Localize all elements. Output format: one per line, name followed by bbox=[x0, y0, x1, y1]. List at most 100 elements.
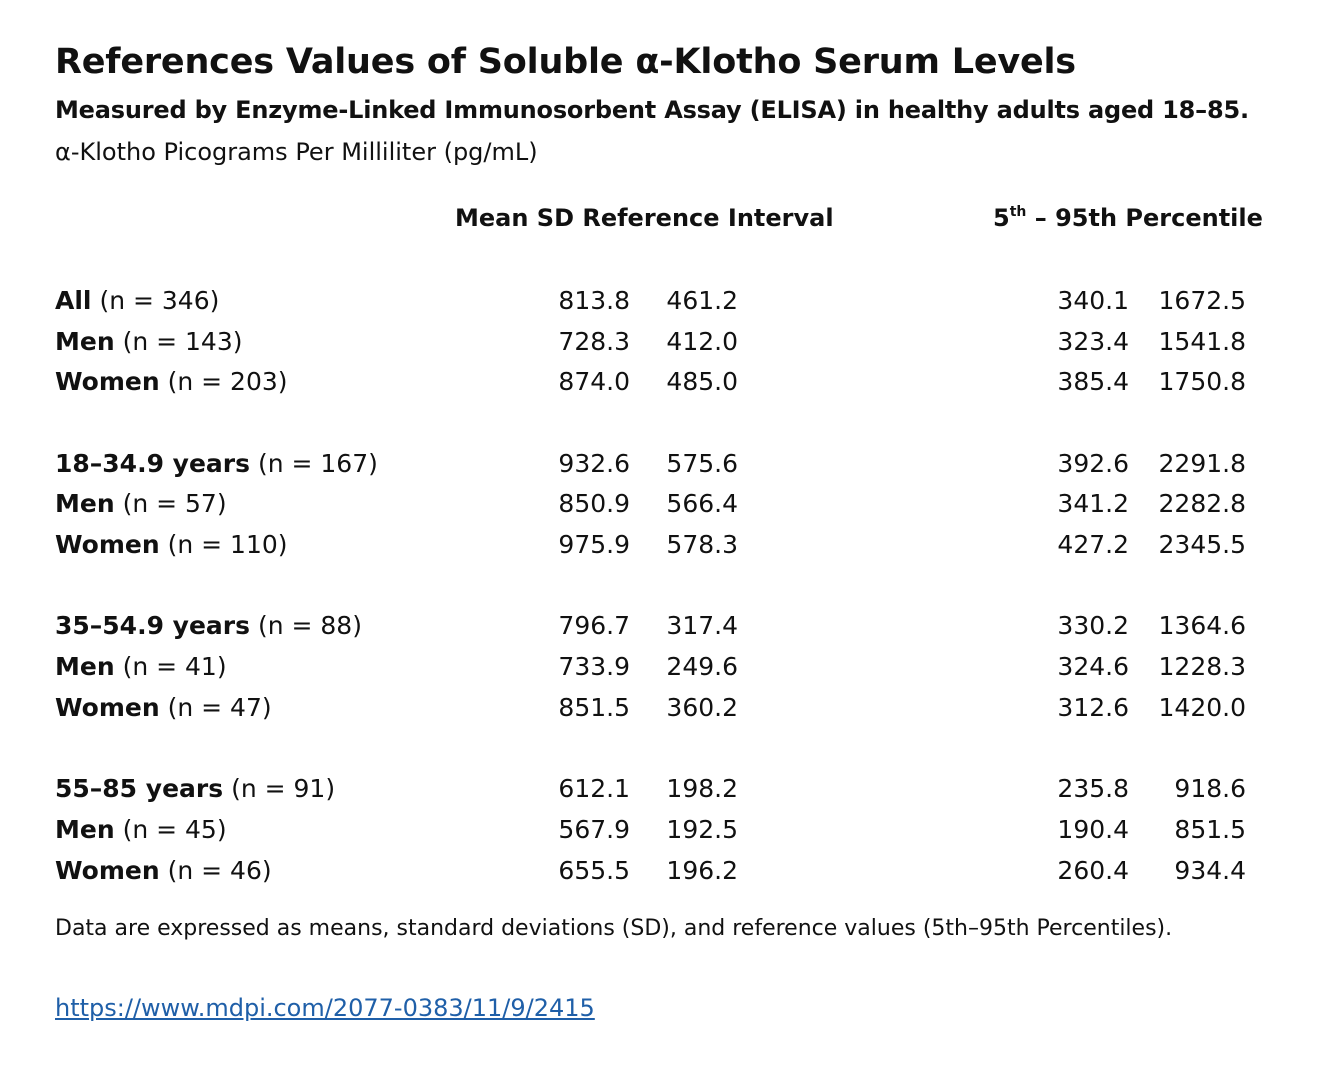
cell-mean: 612.1 bbox=[558, 774, 630, 803]
row-label: Women (n = 110) bbox=[55, 530, 288, 559]
table-row: Men (n = 41) 733.9 249.6 324.6 1228.3 bbox=[0, 652, 1340, 686]
row-label: 35–54.9 years (n = 88) bbox=[55, 611, 362, 640]
cell-sd: 485.0 bbox=[666, 367, 738, 396]
row-group: Men bbox=[55, 815, 115, 844]
cell-p5: 324.6 bbox=[1057, 652, 1129, 681]
cell-p5: 330.2 bbox=[1057, 611, 1129, 640]
header-percentile-prefix: 5 bbox=[993, 204, 1010, 232]
cell-sd: 578.3 bbox=[666, 530, 738, 559]
cell-mean: 733.9 bbox=[558, 652, 630, 681]
cell-p5: 190.4 bbox=[1057, 815, 1129, 844]
cell-mean: 813.8 bbox=[558, 286, 630, 315]
row-n: (n = 45) bbox=[114, 815, 227, 844]
cell-sd: 192.5 bbox=[666, 815, 738, 844]
footnote: Data are expressed as means, standard de… bbox=[55, 916, 1173, 941]
cell-p5: 260.4 bbox=[1057, 856, 1129, 885]
row-group: 35–54.9 years bbox=[55, 611, 251, 640]
cell-p95: 1364.6 bbox=[1158, 611, 1246, 640]
page-title: References Values of Soluble α-Klotho Se… bbox=[55, 42, 1076, 82]
cell-p95: 1420.0 bbox=[1158, 693, 1246, 722]
cell-p95: 934.4 bbox=[1174, 856, 1246, 885]
row-n: (n = 91) bbox=[223, 774, 336, 803]
row-label: 55–85 years (n = 91) bbox=[55, 774, 335, 803]
cell-p5: 340.1 bbox=[1057, 286, 1129, 315]
cell-p95: 1228.3 bbox=[1158, 652, 1246, 681]
cell-p95: 1541.8 bbox=[1158, 327, 1246, 356]
header-percentile: 5th – 95th Percentile bbox=[993, 204, 1263, 232]
row-n: (n = 203) bbox=[159, 367, 288, 396]
cell-p95: 918.6 bbox=[1174, 774, 1246, 803]
cell-sd: 575.6 bbox=[666, 449, 738, 478]
units-label: α-Klotho Picograms Per Milliliter (pg/mL… bbox=[55, 138, 538, 166]
table-row: Men (n = 143) 728.3 412.0 323.4 1541.8 bbox=[0, 327, 1340, 361]
table-row: Men (n = 45) 567.9 192.5 190.4 851.5 bbox=[0, 815, 1340, 849]
table-row: All (n = 346) 813.8 461.2 340.1 1672.5 bbox=[0, 286, 1340, 320]
cell-p5: 392.6 bbox=[1057, 449, 1129, 478]
row-n: (n = 57) bbox=[114, 489, 227, 518]
row-label: 18–34.9 years (n = 167) bbox=[55, 449, 378, 478]
table-row: Women (n = 203) 874.0 485.0 385.4 1750.8 bbox=[0, 367, 1340, 401]
cell-p95: 851.5 bbox=[1174, 815, 1246, 844]
row-label: Women (n = 47) bbox=[55, 693, 272, 722]
cell-sd: 196.2 bbox=[666, 856, 738, 885]
cell-p5: 323.4 bbox=[1057, 327, 1129, 356]
cell-sd: 412.0 bbox=[666, 327, 738, 356]
cell-mean: 874.0 bbox=[558, 367, 630, 396]
row-label: Women (n = 46) bbox=[55, 856, 272, 885]
row-group: Women bbox=[55, 530, 160, 559]
cell-mean: 567.9 bbox=[558, 815, 630, 844]
page-subtitle: Measured by Enzyme-Linked Immunosorbent … bbox=[55, 96, 1249, 124]
row-group: 18–34.9 years bbox=[55, 449, 251, 478]
cell-p5: 312.6 bbox=[1057, 693, 1129, 722]
table-row: Men (n = 57) 850.9 566.4 341.2 2282.8 bbox=[0, 489, 1340, 523]
row-label: Women (n = 203) bbox=[55, 367, 288, 396]
cell-p95: 1672.5 bbox=[1158, 286, 1246, 315]
header-mean-sd: Mean SD Reference Interval bbox=[455, 204, 834, 232]
cell-sd: 461.2 bbox=[666, 286, 738, 315]
cell-p5: 427.2 bbox=[1057, 530, 1129, 559]
cell-p95: 1750.8 bbox=[1158, 367, 1246, 396]
header-percentile-rest: – 95th Percentile bbox=[1026, 204, 1263, 232]
row-group: Women bbox=[55, 693, 160, 722]
cell-mean: 850.9 bbox=[558, 489, 630, 518]
row-group: All bbox=[55, 286, 92, 315]
cell-mean: 796.7 bbox=[558, 611, 630, 640]
row-label: Men (n = 143) bbox=[55, 327, 243, 356]
cell-sd: 317.4 bbox=[666, 611, 738, 640]
cell-sd: 360.2 bbox=[666, 693, 738, 722]
row-n: (n = 88) bbox=[250, 611, 362, 640]
table-row: Women (n = 46) 655.5 196.2 260.4 934.4 bbox=[0, 856, 1340, 890]
row-group: Men bbox=[55, 652, 115, 681]
source-link[interactable]: https://www.mdpi.com/2077-0383/11/9/2415 bbox=[55, 994, 595, 1022]
row-label: All (n = 346) bbox=[55, 286, 219, 315]
table-row: Women (n = 47) 851.5 360.2 312.6 1420.0 bbox=[0, 693, 1340, 727]
row-label: Men (n = 41) bbox=[55, 652, 227, 681]
row-group: Men bbox=[55, 327, 115, 356]
cell-mean: 851.5 bbox=[558, 693, 630, 722]
cell-mean: 655.5 bbox=[558, 856, 630, 885]
row-group: 55–85 years bbox=[55, 774, 224, 803]
row-n: (n = 110) bbox=[159, 530, 288, 559]
cell-p95: 2345.5 bbox=[1158, 530, 1246, 559]
header-percentile-sup: th bbox=[1009, 204, 1027, 220]
cell-p5: 235.8 bbox=[1057, 774, 1129, 803]
cell-mean: 975.9 bbox=[558, 530, 630, 559]
row-n: (n = 167) bbox=[250, 449, 378, 478]
row-group: Women bbox=[55, 856, 160, 885]
row-group: Women bbox=[55, 367, 160, 396]
cell-mean: 932.6 bbox=[558, 449, 630, 478]
cell-p5: 341.2 bbox=[1057, 489, 1129, 518]
table-row: 55–85 years (n = 91) 612.1 198.2 235.8 9… bbox=[0, 774, 1340, 808]
row-group: Men bbox=[55, 489, 115, 518]
row-n: (n = 143) bbox=[114, 327, 243, 356]
table-row: 18–34.9 years (n = 167) 932.6 575.6 392.… bbox=[0, 449, 1340, 483]
cell-p5: 385.4 bbox=[1057, 367, 1129, 396]
table-row: 35–54.9 years (n = 88) 796.7 317.4 330.2… bbox=[0, 611, 1340, 645]
row-n: (n = 346) bbox=[91, 286, 220, 315]
cell-sd: 249.6 bbox=[666, 652, 738, 681]
row-n: (n = 47) bbox=[159, 693, 272, 722]
table-row: Women (n = 110) 975.9 578.3 427.2 2345.5 bbox=[0, 530, 1340, 564]
row-label: Men (n = 57) bbox=[55, 489, 227, 518]
cell-p95: 2282.8 bbox=[1158, 489, 1246, 518]
